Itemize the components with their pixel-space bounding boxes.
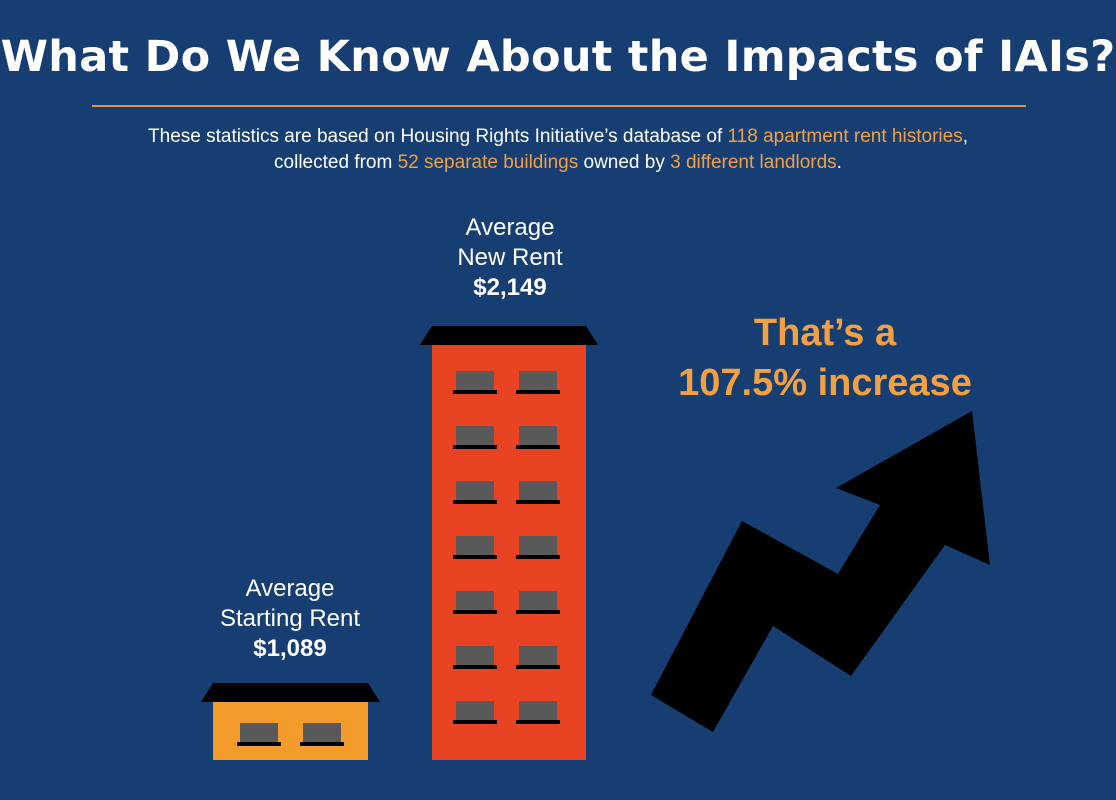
increase-line1: That’s a xyxy=(753,312,897,354)
window xyxy=(519,591,557,610)
upward-arrow-icon xyxy=(651,411,990,732)
subtitle: These statistics are based on Housing Ri… xyxy=(0,124,1116,176)
subtitle-text: collected from xyxy=(274,152,398,173)
subtitle-text: , xyxy=(962,126,968,147)
highlight-rent-histories: 118 apartment rent histories xyxy=(727,126,963,147)
new-rent-label: Average New Rent $2,149 xyxy=(420,213,600,303)
new-rent-label-line2: New Rent xyxy=(457,244,563,271)
window xyxy=(456,536,494,555)
window-sill xyxy=(453,390,497,394)
increase-callout: That’s a 107.5% increase xyxy=(630,308,1020,408)
window xyxy=(519,426,557,445)
subtitle-text: These statistics are based on Housing Ri… xyxy=(148,126,728,147)
window-sill xyxy=(516,555,560,559)
window xyxy=(519,646,557,665)
window-sill xyxy=(516,720,560,724)
window xyxy=(519,536,557,555)
short-building-icon xyxy=(201,683,380,760)
title-divider xyxy=(92,105,1026,107)
highlight-buildings: 52 separate buildings xyxy=(397,152,579,173)
window-sill xyxy=(453,500,497,504)
window xyxy=(456,371,494,390)
increase-line2: 107.5% increase xyxy=(678,362,972,404)
window-sill xyxy=(453,720,497,724)
window-sill xyxy=(516,610,560,614)
window xyxy=(456,481,494,500)
window-sill xyxy=(516,500,560,504)
new-rent-label-line1: Average xyxy=(465,214,555,241)
window xyxy=(519,701,557,720)
subtitle-text: owned by xyxy=(578,152,671,173)
window-sill xyxy=(453,665,497,669)
tall-building-icon xyxy=(420,326,598,760)
window xyxy=(456,591,494,610)
window-sill xyxy=(453,445,497,449)
subtitle-line-2: collected from 52 separate buildings own… xyxy=(0,150,1116,176)
new-rent-amount: $2,149 xyxy=(473,274,547,301)
window xyxy=(456,426,494,445)
window xyxy=(456,646,494,665)
window-sill xyxy=(453,610,497,614)
starting-rent-label-line2: Starting Rent xyxy=(219,605,361,632)
starting-rent-amount: $1,089 xyxy=(253,635,327,662)
starting-rent-label-line1: Average xyxy=(245,575,335,602)
subtitle-text: . xyxy=(836,152,842,173)
window xyxy=(519,481,557,500)
window-sill xyxy=(516,445,560,449)
window xyxy=(456,701,494,720)
highlight-landlords: 3 different landlords xyxy=(670,152,837,173)
window-sill xyxy=(516,390,560,394)
starting-rent-label: Average Starting Rent $1,089 xyxy=(190,574,390,664)
window-sill xyxy=(516,665,560,669)
window-sill xyxy=(453,555,497,559)
page-title: What Do We Know About the Impacts of IAI… xyxy=(0,32,1116,82)
window xyxy=(519,371,557,390)
subtitle-line-1: These statistics are based on Housing Ri… xyxy=(0,124,1116,150)
